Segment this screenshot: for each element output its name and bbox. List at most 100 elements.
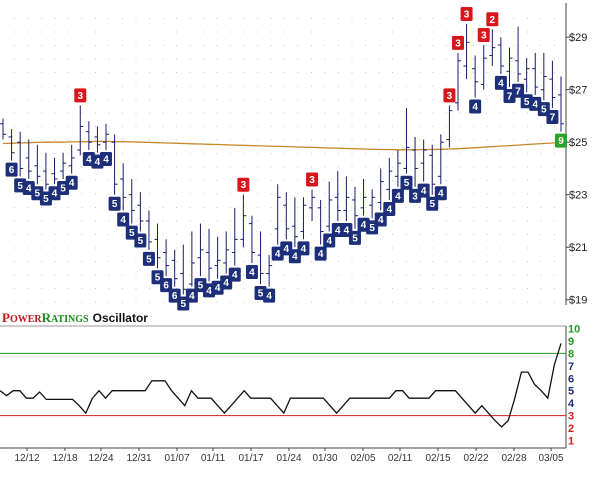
rating-badge: 3 bbox=[306, 172, 319, 187]
grid-dot bbox=[122, 139, 123, 141]
grid-dot bbox=[203, 45, 204, 46]
grid-dot bbox=[14, 220, 15, 222]
price-tick-label: $21 bbox=[569, 242, 587, 254]
grid-dot bbox=[243, 126, 245, 127]
grid-dot bbox=[176, 112, 177, 114]
grid-dot bbox=[95, 72, 96, 73]
grid-dot bbox=[257, 31, 258, 33]
price-bar bbox=[128, 178, 135, 224]
rating-badge: 4 bbox=[263, 288, 276, 303]
grid-dot bbox=[486, 261, 488, 262]
grid-dot bbox=[554, 126, 555, 127]
grid-dot bbox=[378, 126, 380, 127]
price-bar bbox=[549, 60, 556, 109]
date-tick-label: 01/17 bbox=[238, 453, 263, 464]
grid-dot bbox=[216, 180, 218, 181]
grid-dot bbox=[500, 261, 501, 262]
oscillator-tick-label: 7 bbox=[568, 361, 574, 373]
grid-dot bbox=[230, 301, 231, 303]
grid-dot bbox=[365, 247, 366, 249]
grid-dot bbox=[297, 72, 299, 73]
rating-badge-label: 4 bbox=[223, 278, 229, 289]
grid-dot bbox=[500, 126, 501, 127]
grid-dot bbox=[230, 45, 231, 46]
grid-dot bbox=[135, 18, 137, 19]
rating-badge-label: 4 bbox=[532, 99, 538, 110]
grid-dot bbox=[54, 58, 56, 60]
rating-badge: 4 bbox=[228, 267, 241, 282]
grid-dot bbox=[162, 18, 164, 19]
grid-dot bbox=[419, 31, 420, 33]
grid-dot bbox=[540, 234, 542, 235]
grid-dot bbox=[554, 31, 555, 33]
grid-dot bbox=[324, 58, 326, 60]
grid-dot bbox=[486, 247, 488, 249]
grid-dot bbox=[419, 261, 420, 262]
grid-dot bbox=[392, 139, 393, 141]
price-bar bbox=[480, 45, 487, 90]
grid-dot bbox=[284, 85, 285, 87]
grid-dot bbox=[486, 234, 488, 235]
grid-dot bbox=[540, 153, 542, 154]
rating-badge-label: 5 bbox=[129, 228, 135, 239]
grid-dot bbox=[122, 180, 123, 181]
price-bar bbox=[283, 192, 290, 240]
grid-dot bbox=[27, 247, 29, 249]
rating-badge: 4 bbox=[469, 99, 482, 114]
grid-dot bbox=[230, 247, 231, 249]
grid-dot bbox=[149, 234, 150, 235]
grid-dot bbox=[216, 234, 218, 235]
grid-dot bbox=[135, 112, 137, 114]
grid-dot bbox=[14, 139, 15, 141]
oscillator-tick-label: 4 bbox=[568, 398, 575, 410]
grid-dot bbox=[230, 31, 231, 33]
rating-badge: 3 bbox=[460, 7, 473, 22]
price-bar bbox=[8, 129, 15, 161]
grid-dot bbox=[554, 180, 555, 181]
grid-dot bbox=[68, 207, 69, 208]
grid-dot bbox=[257, 193, 258, 195]
grid-dot bbox=[27, 153, 29, 154]
grid-dot bbox=[486, 288, 488, 289]
grid-dot bbox=[540, 126, 542, 127]
grid-dot bbox=[270, 274, 272, 276]
rating-badge-label: 7 bbox=[550, 113, 556, 124]
grid-dot bbox=[446, 207, 447, 208]
grid-dot bbox=[189, 139, 191, 141]
grid-dot bbox=[203, 31, 204, 33]
grid-dot bbox=[392, 31, 393, 33]
grid-dot bbox=[459, 261, 461, 262]
rating-badge-label: 4 bbox=[215, 283, 221, 294]
grid-dot bbox=[338, 153, 339, 154]
grid-dot bbox=[365, 180, 366, 181]
grid-dot bbox=[311, 288, 312, 289]
grid-dot bbox=[108, 99, 110, 100]
rating-badge-label: 5 bbox=[112, 199, 118, 210]
grid-dot bbox=[270, 180, 272, 181]
grid-dot bbox=[365, 31, 366, 33]
grid-dot bbox=[14, 45, 15, 46]
grid-dot bbox=[459, 220, 461, 222]
grid-dot bbox=[95, 112, 96, 114]
grid-dot bbox=[41, 139, 42, 141]
grid-dot bbox=[459, 247, 461, 249]
grid-dot bbox=[41, 153, 42, 154]
grid-dot bbox=[405, 274, 407, 276]
grid-dot bbox=[270, 58, 272, 60]
grid-dot bbox=[473, 301, 474, 303]
grid-dot bbox=[392, 99, 393, 100]
grid-dot bbox=[297, 139, 299, 141]
grid-dot bbox=[162, 45, 164, 46]
grid-dot bbox=[230, 234, 231, 235]
grid-dot bbox=[257, 261, 258, 262]
price-bar bbox=[163, 239, 170, 277]
grid-dot bbox=[243, 247, 245, 249]
grid-dot bbox=[81, 180, 83, 181]
grid-dot bbox=[473, 288, 474, 289]
grid-dot bbox=[203, 85, 204, 87]
grid-dot bbox=[365, 193, 366, 195]
grid-dot bbox=[446, 166, 447, 168]
grid-dot bbox=[176, 45, 177, 46]
grid-dot bbox=[297, 58, 299, 60]
rating-badge: 4 bbox=[245, 264, 258, 279]
